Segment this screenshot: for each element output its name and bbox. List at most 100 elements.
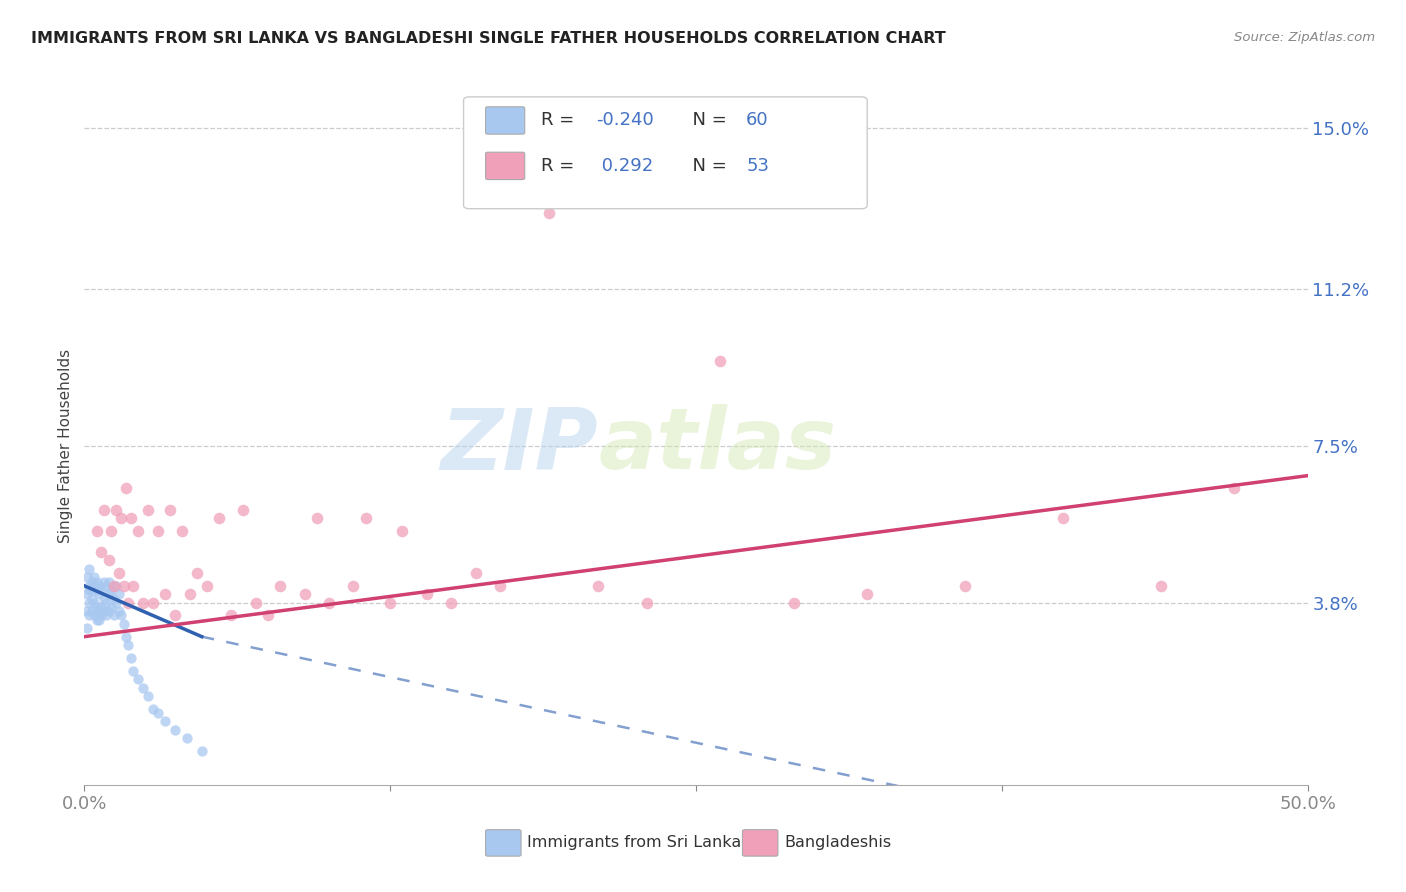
Text: ZIP: ZIP: [440, 404, 598, 488]
Point: [80, 604, 103, 618]
Point: [117, 638, 139, 652]
Point: [76, 570, 98, 584]
Point: [93, 502, 115, 516]
Point: [103, 608, 125, 623]
Point: [186, 566, 208, 581]
Point: [110, 608, 132, 623]
Point: [120, 651, 142, 665]
Point: [90, 599, 112, 614]
Point: [96, 579, 118, 593]
Point: [93, 591, 115, 606]
Point: [142, 596, 165, 610]
Text: 53: 53: [747, 157, 769, 175]
Point: [132, 596, 155, 610]
Point: [122, 579, 145, 593]
Text: N =: N =: [682, 157, 733, 175]
Point: [391, 524, 413, 538]
Text: 0.292: 0.292: [596, 157, 652, 175]
Point: [87, 579, 110, 593]
FancyBboxPatch shape: [485, 830, 522, 856]
Point: [97, 574, 120, 589]
Point: [115, 482, 138, 496]
Point: [115, 630, 138, 644]
Point: [105, 502, 128, 516]
Point: [122, 664, 145, 678]
Point: [245, 596, 267, 610]
Point: [86, 599, 108, 614]
Point: [153, 587, 176, 601]
Text: Immigrants from Sri Lanka: Immigrants from Sri Lanka: [527, 835, 741, 850]
Point: [100, 583, 122, 598]
Text: atlas: atlas: [598, 404, 837, 488]
Point: [380, 596, 402, 610]
FancyBboxPatch shape: [464, 97, 868, 209]
Point: [90, 545, 112, 559]
Point: [163, 608, 186, 623]
Point: [83, 608, 105, 623]
Point: [163, 723, 186, 737]
Point: [105, 596, 128, 610]
Text: N =: N =: [682, 112, 733, 129]
Point: [77, 562, 100, 576]
Point: [80, 574, 103, 589]
Point: [142, 701, 165, 715]
Point: [105, 579, 128, 593]
Point: [77, 596, 100, 610]
Point: [93, 574, 115, 589]
FancyBboxPatch shape: [742, 830, 778, 856]
Text: 60: 60: [747, 112, 769, 129]
Point: [100, 524, 122, 538]
Point: [90, 583, 112, 598]
Point: [107, 604, 129, 618]
Point: [1052, 511, 1074, 525]
Point: [953, 579, 976, 593]
Point: [127, 524, 149, 538]
Point: [257, 608, 280, 623]
Point: [159, 502, 181, 516]
Point: [107, 566, 129, 581]
Point: [112, 617, 135, 632]
Point: [76, 621, 98, 635]
Point: [103, 579, 125, 593]
Text: IMMIGRANTS FROM SRI LANKA VS BANGLADESHI SINGLE FATHER HOUSEHOLDS CORRELATION CH: IMMIGRANTS FROM SRI LANKA VS BANGLADESHI…: [31, 31, 946, 46]
Point: [269, 579, 291, 593]
Point: [232, 502, 254, 516]
Point: [136, 689, 159, 703]
Point: [77, 579, 100, 593]
Point: [538, 206, 561, 220]
Point: [83, 596, 105, 610]
Text: R =: R =: [541, 157, 579, 175]
Point: [107, 587, 129, 601]
Point: [172, 524, 194, 538]
Point: [176, 731, 198, 746]
Point: [96, 608, 118, 623]
Point: [97, 604, 120, 618]
Point: [87, 613, 110, 627]
FancyBboxPatch shape: [485, 107, 524, 134]
Point: [86, 613, 108, 627]
Point: [100, 599, 122, 614]
Point: [86, 524, 108, 538]
Point: [93, 604, 115, 618]
Point: [132, 681, 155, 695]
FancyBboxPatch shape: [485, 153, 524, 179]
Point: [103, 591, 125, 606]
Point: [1150, 579, 1173, 593]
Point: [153, 714, 176, 729]
Point: [87, 587, 110, 601]
Text: -0.240: -0.240: [596, 112, 654, 129]
Text: Bangladeshis: Bangladeshis: [785, 835, 891, 850]
Text: R =: R =: [541, 112, 579, 129]
Point: [440, 596, 463, 610]
Point: [77, 583, 100, 598]
Point: [87, 604, 110, 618]
Point: [83, 579, 105, 593]
Point: [97, 553, 120, 567]
Point: [120, 511, 142, 525]
Point: [80, 591, 103, 606]
Point: [83, 570, 105, 584]
Point: [489, 579, 512, 593]
Point: [77, 608, 100, 623]
Point: [136, 502, 159, 516]
Point: [97, 587, 120, 601]
